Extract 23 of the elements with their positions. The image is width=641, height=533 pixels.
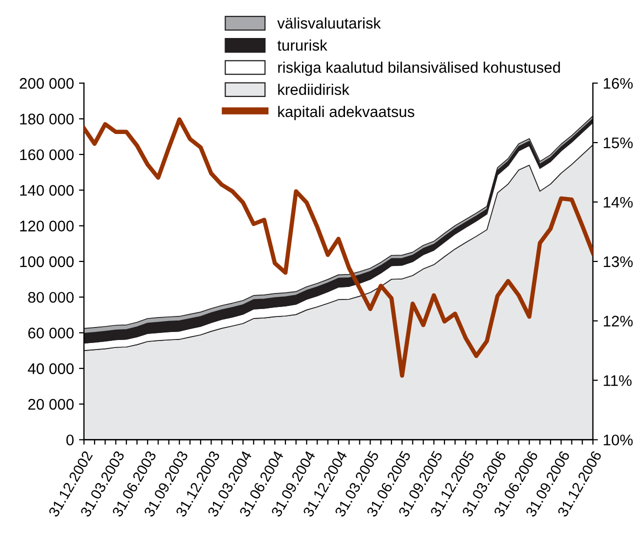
y2-tick-label: 10%	[604, 434, 633, 446]
legend-label: riskiga kaalutud bilansivälised kohustused	[278, 62, 560, 76]
y-tick-label: 120 000	[20, 220, 74, 232]
y2-tick-label: 13%	[604, 256, 633, 268]
y-tick-label: 140 000	[20, 184, 74, 196]
y2-tick-label: 14%	[604, 196, 633, 208]
legend-label: krediidirisk	[278, 84, 350, 95]
y2-tick-label: 11%	[604, 375, 632, 386]
legend-label: tururisk	[277, 40, 328, 51]
y-tick-label: 160 000	[20, 149, 74, 160]
y-tick-label: 40 000	[28, 363, 74, 374]
y-tick-label: 60 000	[28, 328, 74, 338]
legend-label: välisvaluutarisk	[277, 17, 381, 29]
legend-label: kapitali adekvaatsus	[278, 106, 414, 120]
y2-tick-label: 15%	[604, 138, 633, 148]
y2-tick-label: 16%	[604, 78, 633, 89]
y-tick-label: 20 000	[28, 398, 74, 410]
y-tick-label: 0	[66, 434, 74, 446]
y-tick-label: 200 000	[20, 78, 74, 89]
y-tick-label: 100 000	[20, 256, 74, 268]
y2-tick-label: 12%	[604, 316, 633, 326]
y-tick-label: 80 000	[28, 292, 74, 303]
y-tick-label: 180 000	[20, 114, 74, 124]
